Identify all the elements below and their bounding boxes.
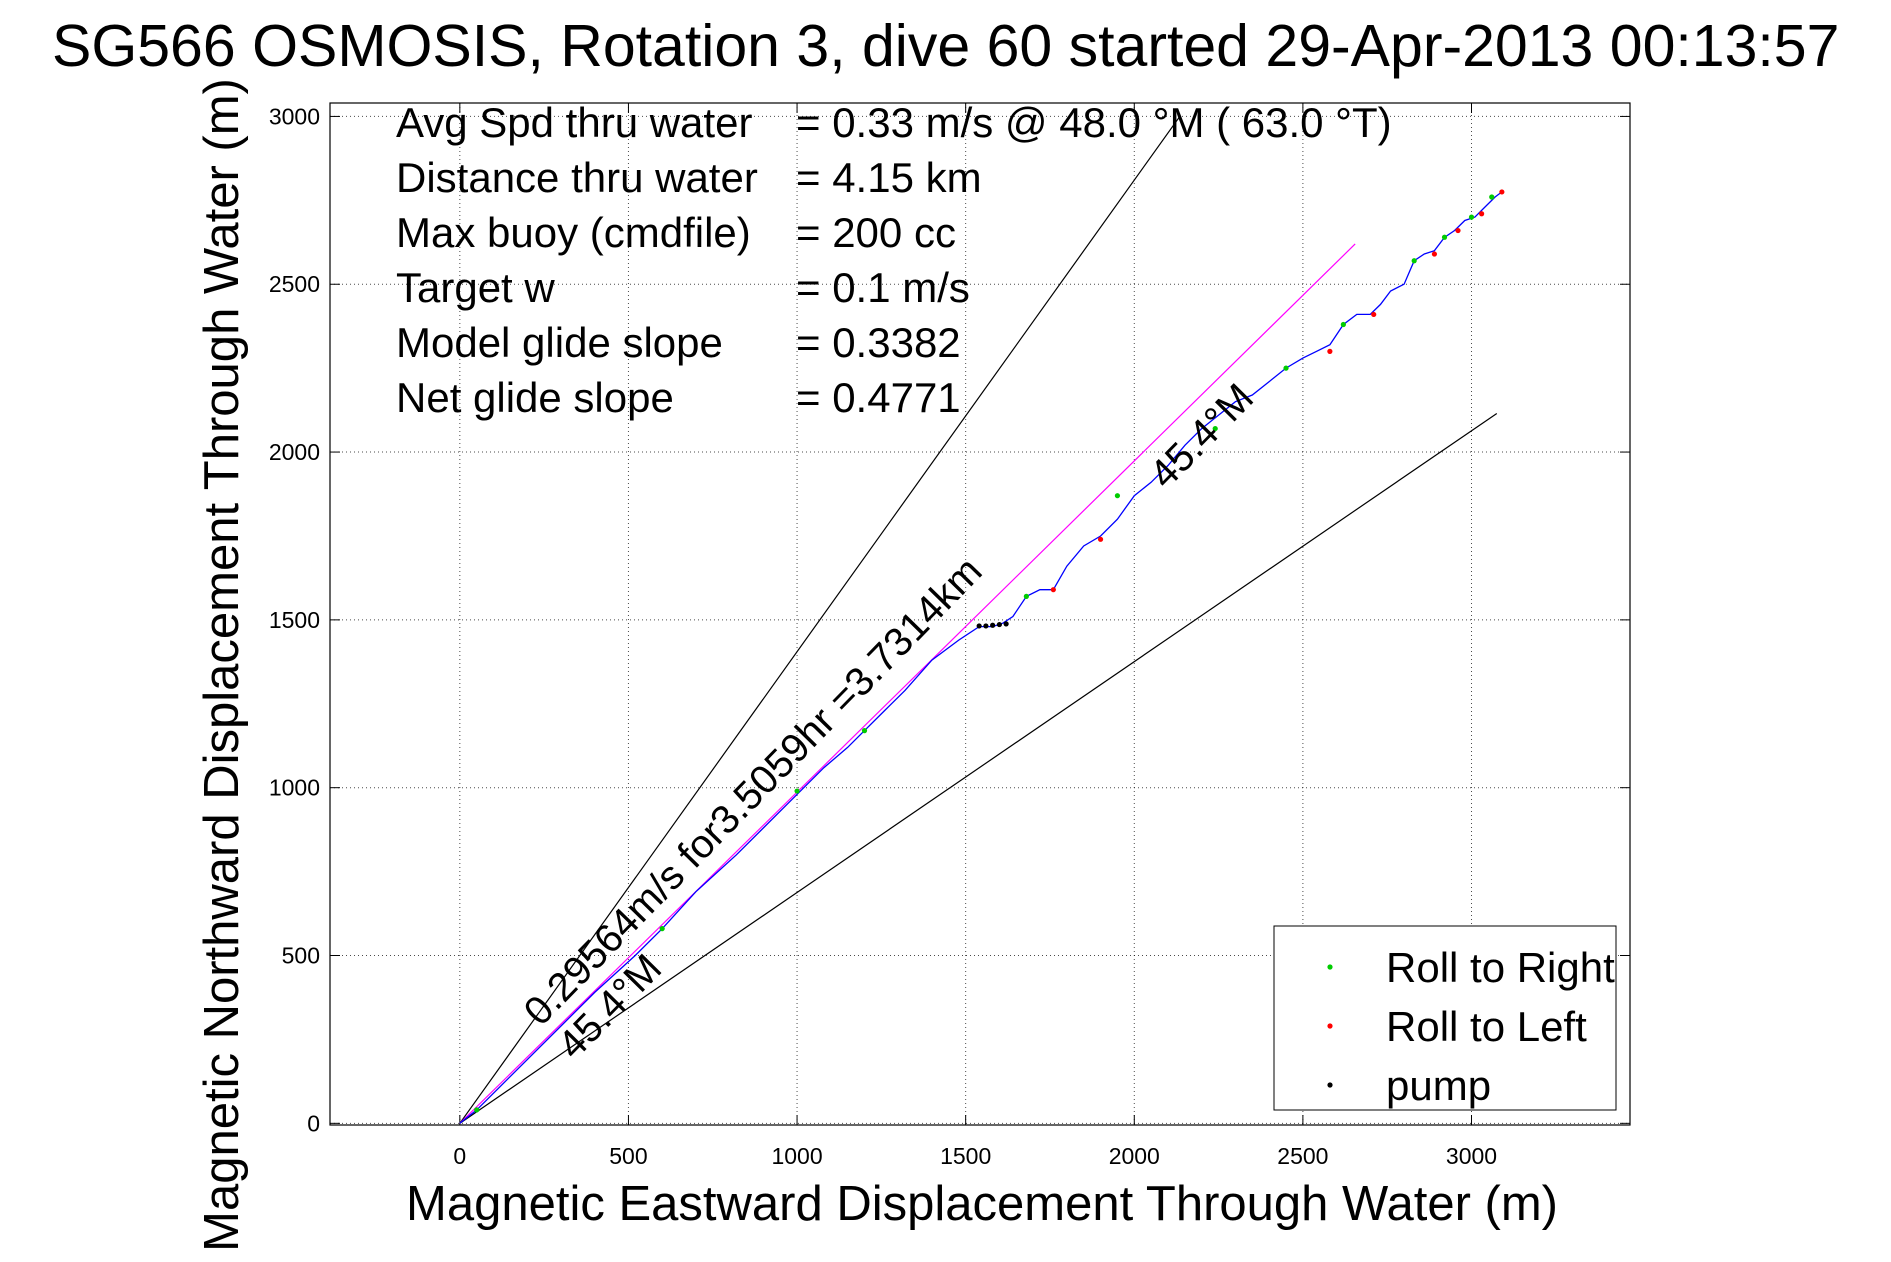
legend-marker [1327, 1023, 1333, 1029]
info-label: Net glide slope [396, 374, 674, 421]
x-tick-label: 2500 [1277, 1143, 1328, 1169]
axes-box [329, 102, 1631, 1126]
info-label: Max buoy (cmdfile) [396, 209, 751, 256]
x-tick-label: 1500 [940, 1143, 991, 1169]
info-label: Avg Spd thru water [396, 99, 752, 146]
roll-right-marker [659, 926, 665, 932]
reference-line [459, 243, 1356, 1124]
legend-marker [1327, 1082, 1333, 1088]
info-label: Distance thru water [396, 154, 758, 201]
roll-left-marker [1479, 211, 1485, 217]
legend-label: Roll to Left [1386, 1003, 1587, 1050]
info-value: = 0.4771 [796, 374, 961, 421]
roll-left-marker [1455, 227, 1461, 234]
roll-right-marker [794, 788, 800, 794]
legend: Roll to Right Roll to Left pump [1273, 925, 1617, 1111]
roll-right-marker [1212, 425, 1218, 432]
x-tick-label: 3000 [1446, 1143, 1497, 1169]
roll-right-marker [1114, 493, 1121, 499]
roll-right-marker [1283, 365, 1289, 371]
pump-marker [983, 623, 989, 629]
legend-label: Roll to Right [1386, 944, 1615, 991]
ticks: 0 500 1000 1500 2000 2500 3000 0 500 1000 1500 2000… [269, 103, 1630, 1169]
legend-marker [1327, 964, 1333, 970]
roll-right-marker [474, 1107, 480, 1113]
info-label: Target w [396, 264, 555, 311]
pump-marker [1003, 621, 1009, 627]
y-tick-label: 1500 [269, 607, 320, 633]
info-value: = 0.3382 [796, 319, 961, 366]
legend-box [1273, 925, 1617, 1111]
pump-marker [990, 622, 996, 628]
x-tick-label: 2000 [1109, 1143, 1160, 1169]
roll-left-marker [1371, 311, 1377, 318]
reference-line [459, 116, 1181, 1124]
y-tick-label: 2000 [269, 439, 320, 465]
x-tick-label: 1000 [771, 1143, 822, 1169]
roll-left-marker [1050, 587, 1056, 593]
info-panel: Avg Spd thru water = 0.33 m/s @ 48.0 °M (… [396, 99, 1392, 421]
data-layer [459, 116, 1505, 1124]
roll-right-marker [1468, 214, 1475, 220]
info-value: = 200 cc [796, 209, 956, 256]
info-label: Model glide slope [396, 319, 723, 366]
plot-area: 0 500 1000 1500 2000 2500 3000 0 500 1000 1500 2000… [269, 102, 1631, 1169]
info-value: = 0.33 m/s @ 48.0 °M ( 63.0 °T) [796, 99, 1392, 146]
y-tick-label: 2500 [269, 271, 320, 297]
x-tick-label: 0 [453, 1143, 466, 1169]
y-tick-label: 1000 [269, 775, 320, 801]
pump-marker [976, 623, 982, 629]
roll-left-marker [1431, 251, 1438, 257]
roll-right-marker [1489, 194, 1495, 200]
x-axis-label: Magnetic Eastward Displacement Through W… [406, 1177, 1558, 1231]
roll-left-marker [1499, 189, 1505, 195]
y-tick-label: 3000 [269, 103, 320, 129]
reference-line [459, 412, 1498, 1124]
x-tick-label: 500 [609, 1143, 647, 1169]
y-tick-label: 0 [307, 1110, 320, 1136]
roll-left-marker [1327, 348, 1333, 354]
roll-right-marker [1411, 258, 1417, 264]
y-axis-label: Magnetic Northward Displacement Through … [195, 78, 249, 1252]
chart-title: SG566 OSMOSIS, Rotation 3, dive 60 start… [52, 13, 1839, 79]
roll-left-marker [1097, 536, 1104, 542]
pump-marker [996, 621, 1002, 628]
roll-right-marker [1441, 234, 1448, 240]
legend-label: pump [1386, 1062, 1491, 1109]
grid [330, 103, 1630, 1125]
info-value: = 0.1 m/s [796, 264, 970, 311]
y-tick-label: 500 [282, 943, 320, 969]
roll-right-marker [1340, 321, 1346, 328]
info-value: = 4.15 km [796, 154, 982, 201]
roll-right-marker [861, 728, 868, 734]
glider-track-line [459, 191, 1503, 1124]
roll-right-marker [1023, 593, 1029, 599]
